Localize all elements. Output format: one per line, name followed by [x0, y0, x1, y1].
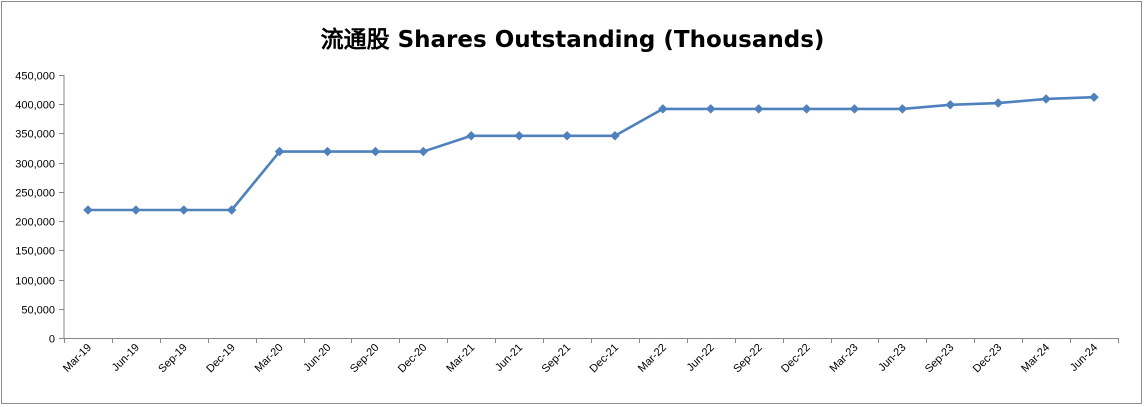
data-point — [418, 146, 429, 157]
data-point — [370, 146, 381, 157]
x-tick-label: Sep-23 — [923, 342, 957, 376]
data-point — [753, 104, 764, 114]
x-tick-label: Jun-23 — [876, 342, 908, 374]
y-tick-label: 300,000 — [15, 159, 55, 171]
x-tick-label: Sep-21 — [540, 342, 574, 376]
chart-title: 流通股 Shares Outstanding (Thousands) — [320, 27, 825, 53]
y-tick-label: 450,000 — [15, 71, 55, 83]
y-tick-label: 200,000 — [15, 217, 55, 229]
y-tick-label: 50,000 — [21, 305, 55, 317]
data-point — [705, 104, 716, 114]
y-tick-label: 250,000 — [15, 188, 55, 200]
series-line — [87, 95, 1095, 212]
data-point — [610, 130, 620, 141]
data-point — [993, 98, 1004, 108]
x-tick-label: Dec-23 — [971, 342, 1005, 376]
x-tick-label: Mar-23 — [827, 342, 860, 375]
data-point — [178, 205, 189, 215]
data-point — [562, 130, 572, 141]
data-point — [1041, 94, 1051, 104]
x-tick-label: Mar-24 — [1019, 342, 1052, 375]
x-tick-label: Dec-20 — [396, 342, 430, 376]
data-point — [945, 99, 956, 110]
x-tick-label: Sep-20 — [348, 342, 382, 376]
series-layer — [83, 92, 1099, 215]
x-axis: Mar-19 Jun-19 Sep-19 Dec-19 Mar-20 Jun-20 Sep-… — [61, 338, 1119, 375]
data-point — [658, 104, 668, 114]
x-tick-label: Sep-22 — [731, 342, 765, 376]
data-point — [849, 104, 860, 114]
x-tick-label: Mar-21 — [444, 342, 477, 375]
y-tick-label: 350,000 — [15, 129, 55, 141]
data-point — [466, 130, 477, 141]
x-tick-label: Mar-22 — [636, 342, 669, 375]
x-tick-label: Mar-20 — [253, 342, 286, 375]
data-point — [514, 130, 524, 141]
y-tick-label: 100,000 — [15, 276, 55, 288]
data-point — [226, 205, 237, 215]
x-tick-label: Dec-21 — [588, 342, 622, 376]
data-point — [1089, 92, 1099, 103]
data-point — [322, 146, 333, 157]
x-tick-label: Mar-19 — [61, 342, 94, 375]
y-tick-label: 150,000 — [15, 246, 55, 258]
x-tick-label: Dec-22 — [779, 342, 813, 376]
data-point — [897, 104, 908, 114]
x-tick-label: Jun-19 — [110, 342, 142, 374]
data-point — [801, 104, 812, 114]
data-point — [274, 146, 285, 157]
y-axis: 0 50,000 100,000 150,000 200,000 250,000 300,0… — [15, 71, 65, 346]
x-tick-label: Jun-21 — [493, 342, 525, 374]
x-tick-label: Jun-22 — [685, 342, 717, 374]
data-point — [131, 205, 141, 215]
x-tick-label: Jun-24 — [1068, 342, 1100, 374]
x-tick-label: Sep-19 — [156, 342, 190, 376]
y-tick-label: 400,000 — [15, 100, 55, 112]
y-tick-label: 0 — [49, 334, 55, 346]
data-point — [83, 205, 93, 215]
x-tick-label: Dec-19 — [204, 342, 238, 376]
x-tick-label: Jun-20 — [301, 342, 333, 374]
